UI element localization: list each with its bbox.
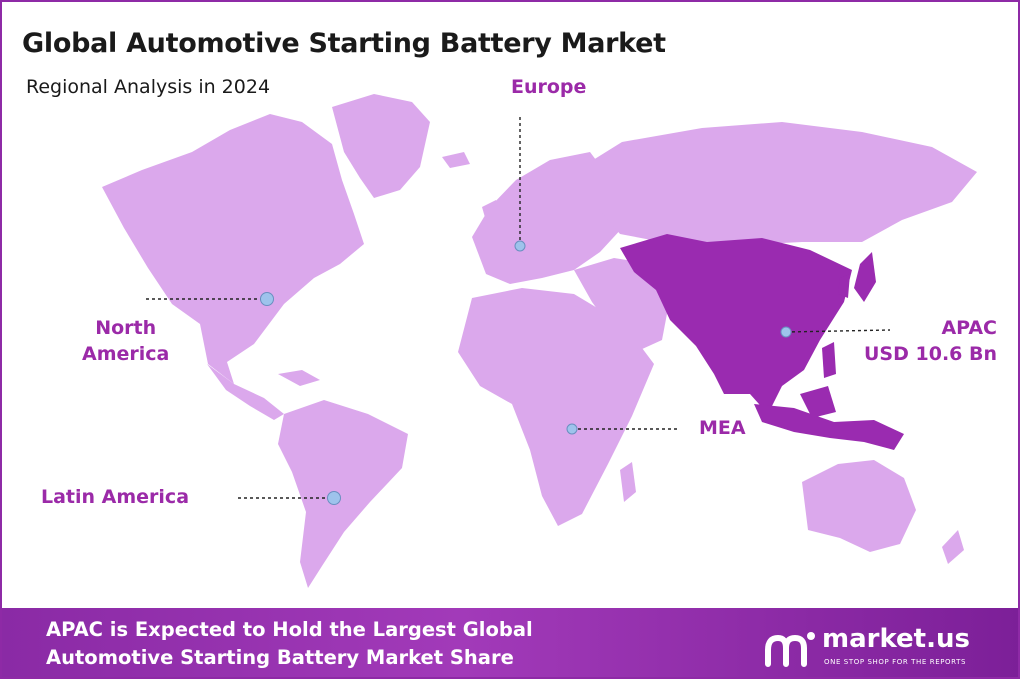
north-america-marker: [260, 292, 274, 306]
page-subtitle: Regional Analysis in 2024: [26, 76, 271, 98]
region-label-line: America: [82, 342, 170, 365]
leader-lines: [146, 117, 891, 499]
greenland-shape: [332, 94, 430, 198]
region-label-europe: Europe: [511, 75, 586, 101]
region-label-line: MEA: [699, 417, 746, 439]
region-label-apac: APAC USD 10.6 Bn: [864, 316, 997, 367]
region-label-latin-america: Latin America: [41, 485, 189, 511]
region-label-mea: MEA: [699, 416, 746, 442]
iceland-shape: [442, 152, 470, 168]
region-markers: [260, 240, 792, 505]
region-label-line: Europe: [511, 76, 587, 98]
apac-mainland-shape: [620, 234, 852, 414]
region-label-line: North: [95, 317, 157, 339]
borneo-shape: [800, 386, 836, 418]
footer-line: Automotive Starting Battery Market Share: [46, 646, 514, 670]
apac-marker: [780, 326, 792, 338]
region-label-line: APAC: [941, 317, 997, 339]
north-america-shape: [102, 114, 364, 384]
footer-line: APAC is Expected to Hold the Largest Glo…: [46, 618, 533, 641]
philippines-shape: [822, 342, 836, 378]
brand-name: market.us: [822, 624, 970, 654]
brand-logo: market.us ONE STOP SHOP FOR THE REPORTS: [762, 624, 1012, 674]
mea-marker: [566, 423, 578, 435]
caribbean-shape: [278, 370, 320, 386]
uk-shape: [482, 200, 502, 228]
region-label-north-america: North America: [82, 316, 169, 367]
korea-shape: [838, 274, 850, 298]
world-map: [102, 94, 977, 588]
europe-marker: [514, 240, 526, 252]
market-us-logo-icon: [765, 632, 815, 667]
madagascar-shape: [620, 462, 636, 502]
central-america-shape: [207, 364, 284, 420]
region-label-line: Latin America: [41, 486, 190, 508]
apac-leader-line: [785, 329, 891, 333]
australia-shape: [802, 460, 916, 552]
page-title: Global Automotive Starting Battery Marke…: [22, 28, 666, 59]
apac-highlight: [620, 234, 904, 450]
footer-headline: APAC is Expected to Hold the Largest Glo…: [46, 616, 533, 673]
latin-america-marker: [327, 491, 341, 505]
region-label-value: USD 10.6 Bn: [864, 342, 997, 365]
footer-banner: APAC is Expected to Hold the Largest Glo…: [2, 608, 1018, 677]
land-masses: [102, 94, 977, 588]
brand-tagline: ONE STOP SHOP FOR THE REPORTS: [824, 658, 967, 666]
africa-shape: [458, 288, 654, 526]
indonesia-shape: [754, 404, 904, 450]
japan-shape: [854, 252, 876, 302]
south-america-shape: [278, 400, 408, 588]
russia-shape: [577, 122, 977, 246]
new-zealand-shape: [942, 530, 964, 564]
